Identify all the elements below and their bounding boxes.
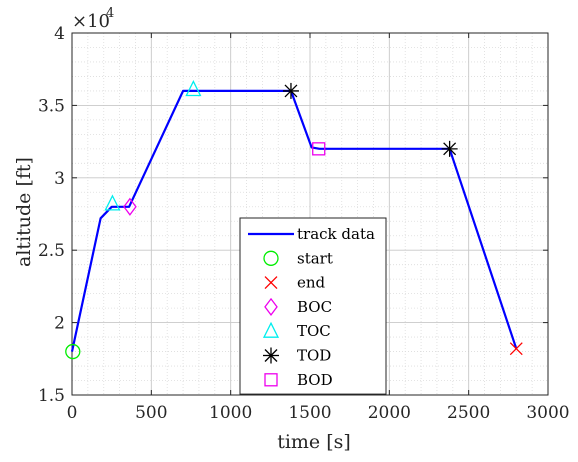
legend-swatch-start	[263, 250, 279, 266]
x-axis-label: time [s]	[277, 431, 351, 453]
x-axis-ticks: 0 500 1000 1500 2000 2500 3000	[67, 33, 570, 423]
x-tick-label: 1500	[288, 403, 331, 423]
x-tick-label: 3000	[526, 403, 569, 423]
x-tick-label: 1000	[209, 403, 252, 423]
y-tick-label: 2.5	[38, 241, 65, 261]
toc-marker	[185, 80, 202, 97]
legend-swatch-bod	[264, 373, 278, 387]
legend-label-boc: BOC	[297, 298, 332, 316]
x-tick-label: 500	[135, 403, 167, 423]
y-exponent: ×10 4	[72, 6, 114, 32]
legend-label-track-data: track data	[297, 225, 375, 243]
legend-label-start: start	[297, 249, 333, 267]
legend-swatch-tod	[263, 347, 279, 364]
plot-area	[65, 80, 523, 360]
x-tick-label: 2500	[447, 403, 490, 423]
y-tick-label: 4	[54, 24, 65, 44]
x-tick-label: 2000	[368, 403, 411, 423]
legend: track data start end BOC TOC TOD BOD	[239, 217, 387, 395]
y-axis-ticks: 1.5 2 2.5 3 3.5 4	[38, 24, 548, 406]
start-marker	[65, 343, 81, 360]
legend-label-end: end	[297, 274, 326, 292]
toc-marker	[104, 194, 121, 211]
y-tick-label: 3.5	[38, 96, 65, 116]
marker-stroke	[264, 276, 278, 290]
boc-marker	[123, 197, 137, 216]
y-axis-label: altitude [ft]	[13, 157, 35, 267]
bod-marker	[312, 142, 326, 156]
y-tick-label: 2	[54, 314, 65, 334]
legend-label-bod: BOD	[297, 371, 333, 389]
y-exponent-power: 4	[106, 6, 114, 21]
tod-marker	[441, 140, 458, 157]
y-tick-label: 1.5	[38, 386, 65, 406]
series-line-track-data	[70, 89, 518, 352]
marker-stroke	[509, 342, 523, 356]
legend-swatch-boc	[264, 297, 278, 316]
end-marker	[509, 342, 523, 356]
legend-swatch-end	[264, 276, 278, 290]
x-tick-label: 0	[67, 403, 78, 423]
legend-label-toc: TOC	[297, 322, 331, 340]
y-exponent-base: ×10	[72, 11, 110, 32]
legend-box	[239, 217, 387, 395]
tod-marker	[282, 82, 299, 99]
y-tick-label: 3	[54, 169, 65, 189]
legend-label-tod: TOD	[297, 347, 331, 365]
legend-swatch-toc	[262, 321, 280, 338]
